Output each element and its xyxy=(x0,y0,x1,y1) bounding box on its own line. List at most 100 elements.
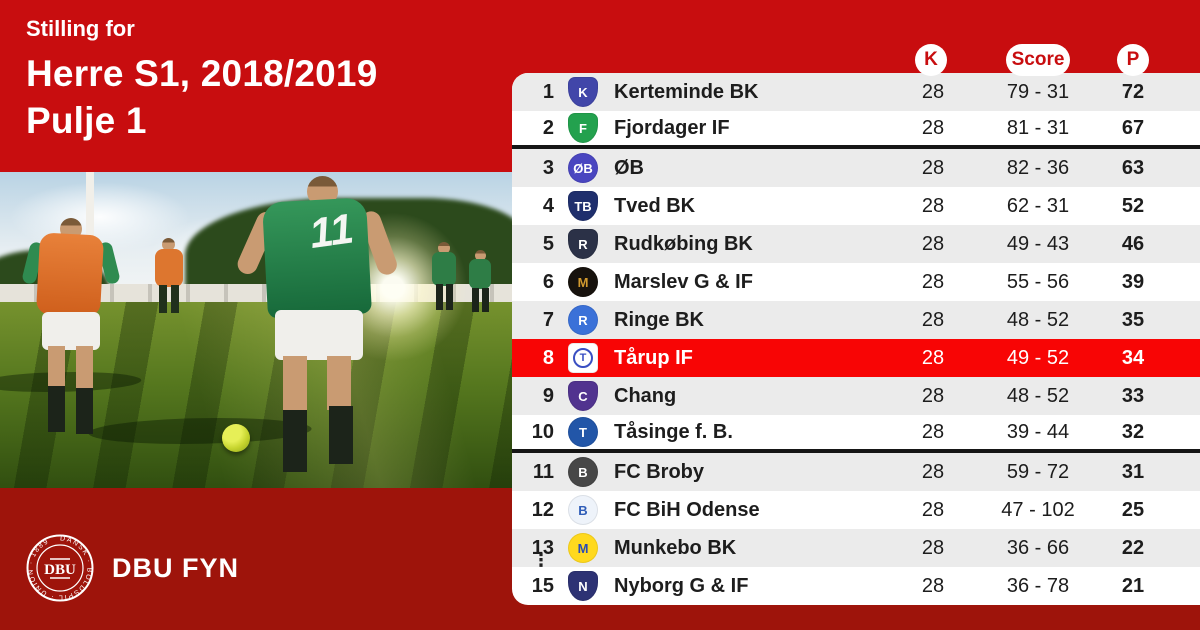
score-value: 79 - 31 xyxy=(1006,80,1070,103)
club-crest-icon: B xyxy=(568,495,598,525)
matches-value: 28 xyxy=(921,116,945,139)
player-sock xyxy=(329,406,353,464)
rank-number: 6 xyxy=(542,270,554,293)
score-value: 47 - 102 xyxy=(1001,498,1075,521)
matches-value: 28 xyxy=(921,346,945,369)
player-sock xyxy=(76,388,93,434)
rank-number: 13 xyxy=(531,536,554,559)
points-value: 72 xyxy=(1121,80,1145,103)
points-value: 46 xyxy=(1121,232,1145,255)
dbu-logo: DANSK · BOLDSPIL · UNION · 1889 DBU xyxy=(26,534,94,602)
matches-value: 28 xyxy=(921,232,945,255)
column-header-score: Score xyxy=(1006,44,1070,76)
footer: DANSK · BOLDSPIL · UNION · 1889 DBU DBU … xyxy=(26,534,239,602)
club-name: Kerteminde BK xyxy=(614,80,759,103)
table-row: 9 C Chang 28 48 - 52 33 xyxy=(512,377,1200,415)
table-row: 2 F Fjordager IF 28 81 - 31 67 xyxy=(512,111,1200,149)
score-value: 82 - 36 xyxy=(1006,156,1070,179)
score-value: 49 - 43 xyxy=(1006,232,1070,255)
score-value: 48 - 52 xyxy=(1006,384,1070,407)
score-value: 55 - 56 xyxy=(1006,270,1070,293)
player-leg xyxy=(76,346,93,392)
skipped-rows-ellipsis: ⋮ xyxy=(532,550,550,570)
player-leg xyxy=(472,288,479,312)
club-crest-initial: M xyxy=(577,540,589,556)
club-crest-initial: F xyxy=(579,120,587,136)
rank-number: 3 xyxy=(542,156,554,179)
score-value: 62 - 31 xyxy=(1006,194,1070,217)
rank-number: 10 xyxy=(531,420,554,443)
score-value: 48 - 52 xyxy=(1006,308,1070,331)
club-crest-icon: M xyxy=(568,533,598,563)
player-torso: 11 xyxy=(262,197,372,319)
player-leg xyxy=(446,284,453,310)
table-row: 11 B FC Broby 28 59 - 72 31 xyxy=(512,453,1200,491)
background-player xyxy=(466,250,496,314)
club-crest-icon: F xyxy=(568,113,598,143)
score-value: 49 - 52 xyxy=(1006,346,1070,369)
points-value: 25 xyxy=(1121,498,1145,521)
points-value: 22 xyxy=(1121,536,1145,559)
background-player xyxy=(150,238,190,318)
points-value: 34 xyxy=(1121,346,1145,369)
player-leg xyxy=(283,356,307,414)
club-crest-initial: T xyxy=(573,348,593,368)
points-value: 21 xyxy=(1121,574,1145,597)
club-name: Ringe BK xyxy=(614,308,704,331)
club-name: Chang xyxy=(614,384,677,407)
rank-number: 12 xyxy=(531,498,554,521)
score-value: 36 - 66 xyxy=(1006,536,1070,559)
club-crest-initial: T xyxy=(579,424,587,440)
club-crest-initial: N xyxy=(578,578,588,594)
club-name: Nyborg G & IF xyxy=(614,574,749,597)
page-subtitle: Pulje 1 xyxy=(26,99,147,141)
football-ball-icon xyxy=(222,424,250,452)
club-name: Tåsinge f. B. xyxy=(614,420,733,443)
club-crest-initial: TB xyxy=(574,198,592,214)
matches-value: 28 xyxy=(921,194,945,217)
club-name: Marslev G & IF xyxy=(614,270,753,293)
table-row: 5 R Rudkøbing BK 28 49 - 43 46 xyxy=(512,225,1200,263)
title-block: Stilling for Herre S1, 2018/2019 Pulje 1 xyxy=(26,16,377,144)
points-value: 39 xyxy=(1121,270,1145,293)
club-name: Fjordager IF xyxy=(614,116,730,139)
column-header-p: P xyxy=(1117,44,1149,76)
player-torso xyxy=(155,249,183,287)
club-crest-icon: ØB xyxy=(568,153,598,183)
player-sock xyxy=(48,386,65,432)
score-value: 59 - 72 xyxy=(1006,460,1070,483)
player-leg xyxy=(482,288,489,312)
matches-value: 28 xyxy=(921,156,945,179)
matches-value: 28 xyxy=(921,270,945,293)
points-value: 31 xyxy=(1121,460,1145,483)
matches-value: 28 xyxy=(921,420,945,443)
table-row: 6 M Marslev G & IF 28 55 - 56 39 xyxy=(512,263,1200,301)
table-row: 3 ØB ØB 28 82 - 36 63 xyxy=(512,149,1200,187)
player-sock xyxy=(283,410,307,472)
rank-number: 4 xyxy=(542,194,554,217)
kicker-text: Stilling for xyxy=(26,16,135,41)
table-row: 7 R Ringe BK 28 48 - 52 35 xyxy=(512,301,1200,339)
matches-value: 28 xyxy=(921,384,945,407)
club-crest-initial: M xyxy=(577,274,589,290)
club-crest-initial: B xyxy=(578,502,588,518)
club-crest-icon: C xyxy=(568,381,598,411)
table-row: 1 K Kerteminde BK 28 79 - 31 72 xyxy=(512,73,1200,111)
matches-value: 28 xyxy=(921,498,945,521)
club-crest-icon: T xyxy=(568,417,598,447)
club-name: FC Broby xyxy=(614,460,704,483)
player-shorts xyxy=(42,312,100,350)
rank-number: 15 xyxy=(531,574,554,597)
club-crest-icon: M xyxy=(568,267,598,297)
club-crest-initial: B xyxy=(578,464,588,480)
table-row: 13 M Munkebo BK 28 36 - 66 22 xyxy=(512,529,1200,567)
background-player xyxy=(428,242,462,314)
club-name: Rudkøbing BK xyxy=(614,232,753,255)
table-row-highlighted: 8 T Tårup IF 28 49 - 52 34 xyxy=(512,339,1200,377)
matches-value: 28 xyxy=(921,574,945,597)
club-crest-initial: R xyxy=(578,312,588,328)
player-leg xyxy=(159,285,167,313)
org-name: DBU FYN xyxy=(112,552,239,583)
club-name: ØB xyxy=(614,156,644,179)
